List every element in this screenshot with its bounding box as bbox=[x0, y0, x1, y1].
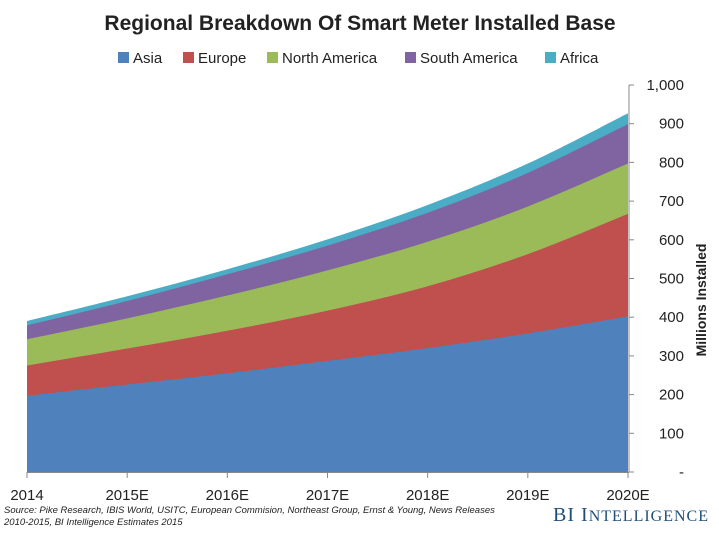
x-tick-label: 2015E bbox=[105, 487, 148, 504]
x-tick-label: 2020E bbox=[606, 487, 649, 504]
source-note: Source: Pike Research, IBIS World, USITC… bbox=[4, 505, 534, 529]
y-tick-label: 1,000 bbox=[646, 77, 684, 94]
legend-label-africa: Africa bbox=[560, 50, 599, 67]
y-tick-label: 700 bbox=[659, 193, 684, 210]
y-tick-label: - bbox=[679, 464, 684, 481]
brand-bi: BI bbox=[553, 504, 576, 526]
area-asia bbox=[27, 316, 628, 472]
y-axis-label: Millions Installed bbox=[693, 244, 709, 357]
x-tick-label: 2016E bbox=[206, 487, 249, 504]
y-tick-label: 400 bbox=[659, 309, 684, 326]
x-tick-label: 2017E bbox=[306, 487, 349, 504]
y-tick-label: 900 bbox=[659, 116, 684, 133]
legend-swatch-north-america bbox=[267, 52, 278, 63]
y-tick-label: 300 bbox=[659, 348, 684, 365]
source-line-2: 2010-2015, BI Intelligence Estimates 201… bbox=[4, 517, 183, 528]
y-tick-label: 600 bbox=[659, 232, 684, 249]
x-tick-label: 2019E bbox=[506, 487, 549, 504]
legend-swatch-europe bbox=[183, 52, 194, 63]
x-tick-label: 2018E bbox=[406, 487, 449, 504]
brand-rest: NTELLIGENCE bbox=[588, 508, 709, 525]
source-line-1: Source: Pike Research, IBIS World, USITC… bbox=[4, 505, 495, 516]
x-tick-label: 2014 bbox=[10, 487, 43, 504]
y-tick-label: 200 bbox=[659, 387, 684, 404]
y-tick-label: 800 bbox=[659, 154, 684, 171]
y-tick-label: 100 bbox=[659, 425, 684, 442]
legend-label-south-america: South America bbox=[420, 50, 518, 67]
axes: - 100 200 300 400 500 600 700 800 900 1,000 2014 201… bbox=[10, 77, 684, 504]
legend-label-europe: Europe bbox=[198, 50, 246, 67]
brand-i: I bbox=[581, 504, 589, 526]
legend-swatch-asia bbox=[118, 52, 129, 63]
legend-swatch-south-america bbox=[405, 52, 416, 63]
brand-logo: BI INTELLIGENCE bbox=[553, 504, 709, 527]
legend-label-north-america: North America bbox=[282, 50, 378, 67]
legend-label-asia: Asia bbox=[133, 50, 163, 67]
plot-area bbox=[27, 113, 628, 472]
chart-title: Regional Breakdown Of Smart Meter Instal… bbox=[104, 12, 615, 35]
legend-swatch-africa bbox=[545, 52, 556, 63]
legend: Asia Europe North America South America Afri… bbox=[118, 50, 599, 67]
y-tick-label: 500 bbox=[659, 271, 684, 288]
